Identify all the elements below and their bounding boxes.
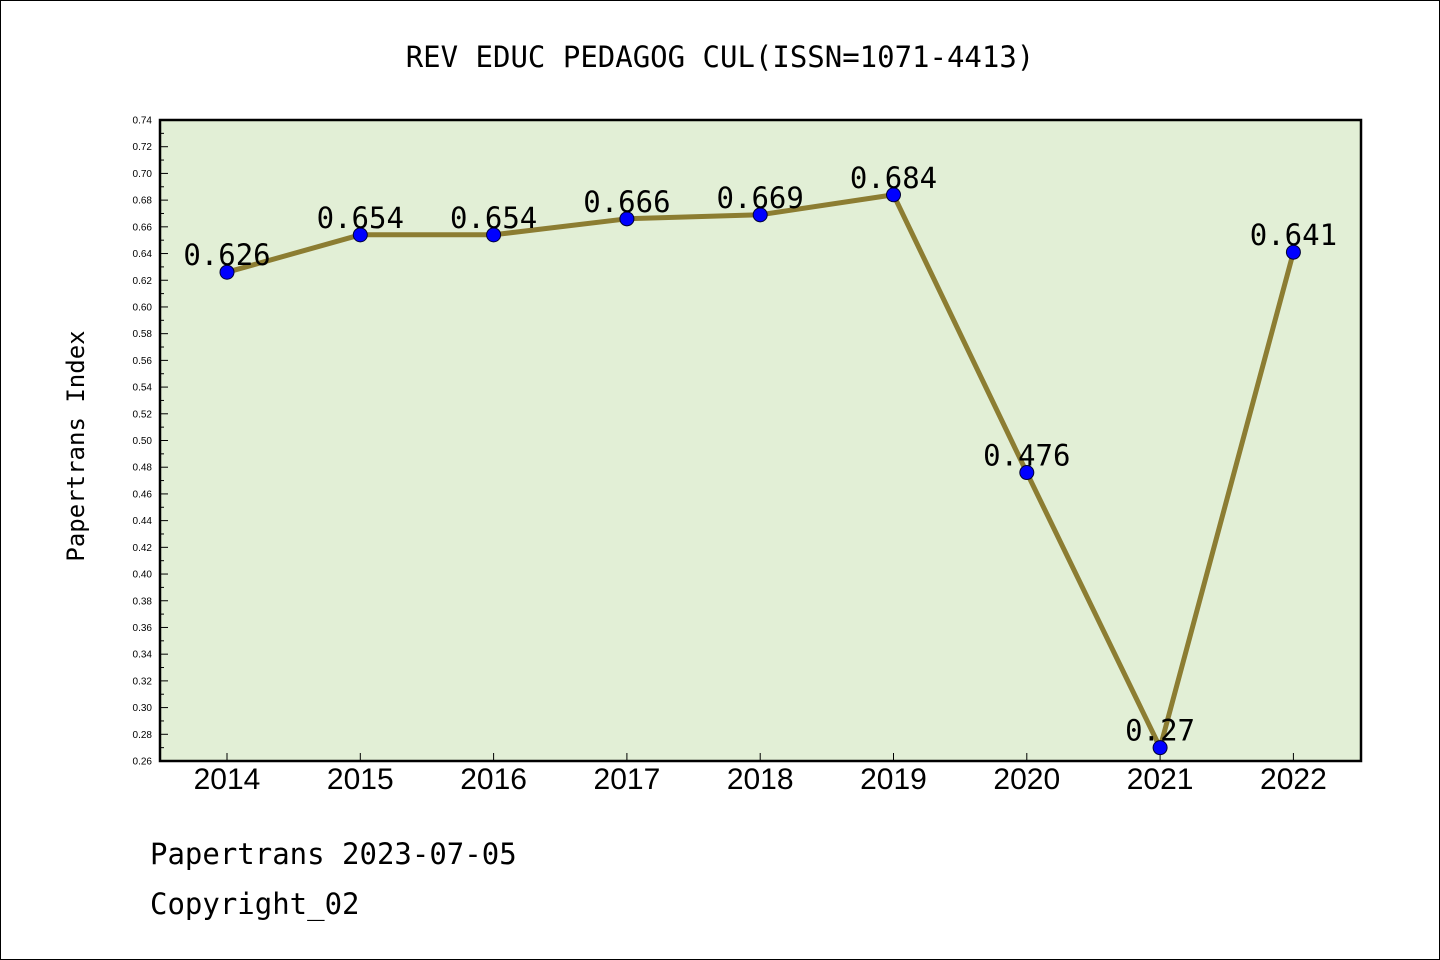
y-tick-label: 0.70 — [133, 169, 153, 180]
data-label: 0.669 — [717, 181, 804, 215]
x-tick-label: 2019 — [860, 763, 927, 796]
x-tick-label: 2021 — [1127, 763, 1194, 796]
data-point — [619, 211, 635, 227]
y-tick-label: 0.42 — [133, 543, 153, 554]
chart-title: REV EDUC PEDAGOG CUL(ISSN=1071-4413) — [406, 40, 1035, 74]
y-tick-label: 0.68 — [133, 196, 153, 207]
data-point — [1152, 740, 1168, 756]
y-tick-label: 0.50 — [133, 436, 153, 447]
y-tick-label: 0.46 — [133, 489, 153, 500]
data-labels: 0.626 0.654 0.654 0.666 0.669 0.684 0.476 0.27 0… — [183, 161, 1337, 748]
y-tick-label: 0.64 — [133, 249, 153, 260]
data-label: 0.626 — [183, 238, 270, 272]
y-tick-label: 0.36 — [133, 623, 153, 634]
data-label: 0.641 — [1250, 218, 1337, 252]
data-point — [886, 187, 901, 203]
data-point — [1285, 244, 1301, 260]
y-tick-label: 0.62 — [133, 276, 153, 287]
y-tick-label: 0.60 — [133, 302, 153, 313]
plot-area — [158, 118, 1363, 763]
data-point — [352, 227, 368, 243]
x-tick-label: 2018 — [727, 763, 794, 796]
x-tick-label: 2017 — [594, 763, 661, 796]
y-tick-label: 0.72 — [133, 142, 153, 153]
x-tick-label: 2014 — [194, 763, 261, 796]
data-label: 0.684 — [850, 161, 937, 195]
y-tick-label: 0.40 — [133, 570, 153, 581]
data-point — [219, 264, 235, 280]
data-points — [219, 187, 1301, 756]
x-tick-label: 2020 — [993, 763, 1060, 796]
y-tick-label: 0.28 — [133, 730, 153, 741]
data-label: 0.476 — [983, 439, 1070, 473]
x-axis: 2014 2015 2016 2017 2018 2019 2020 2021 2022 — [194, 753, 1327, 796]
y-tick-label: 0.38 — [133, 596, 153, 607]
footer-copyright: Copyright_02 — [150, 887, 360, 922]
y-axis-label: Papertrans Index — [62, 330, 90, 561]
y-tick-label: 0.52 — [133, 409, 153, 420]
data-label: 0.27 — [1125, 714, 1195, 748]
y-tick-label: 0.32 — [133, 676, 153, 687]
data-point — [486, 227, 502, 243]
y-tick-label: 0.66 — [133, 222, 153, 233]
data-label: 0.654 — [450, 201, 537, 235]
x-tick-label: 2016 — [460, 763, 527, 796]
y-tick-label: 0.30 — [133, 703, 153, 714]
data-point — [1019, 465, 1035, 481]
y-tick-label: 0.56 — [133, 356, 153, 367]
data-label: 0.666 — [583, 185, 670, 219]
y-axis: 0.26 0.28 0.30 0.32 0.34 0.36 0.38 0.40 0.42 0.44… — [133, 116, 168, 768]
y-tick-label: 0.74 — [133, 116, 153, 127]
y-tick-label: 0.26 — [133, 757, 153, 768]
data-label: 0.654 — [317, 201, 404, 235]
footer-date: Papertrans 2023-07-05 — [150, 837, 517, 871]
data-point — [752, 207, 768, 223]
y-tick-label: 0.48 — [133, 463, 153, 474]
y-tick-label: 0.54 — [133, 383, 153, 394]
x-tick-label: 2015 — [327, 763, 394, 796]
y-tick-label: 0.58 — [133, 329, 153, 340]
y-tick-label: 0.44 — [133, 516, 153, 527]
y-tick-label: 0.34 — [133, 650, 153, 661]
x-tick-label: 2022 — [1260, 763, 1327, 796]
